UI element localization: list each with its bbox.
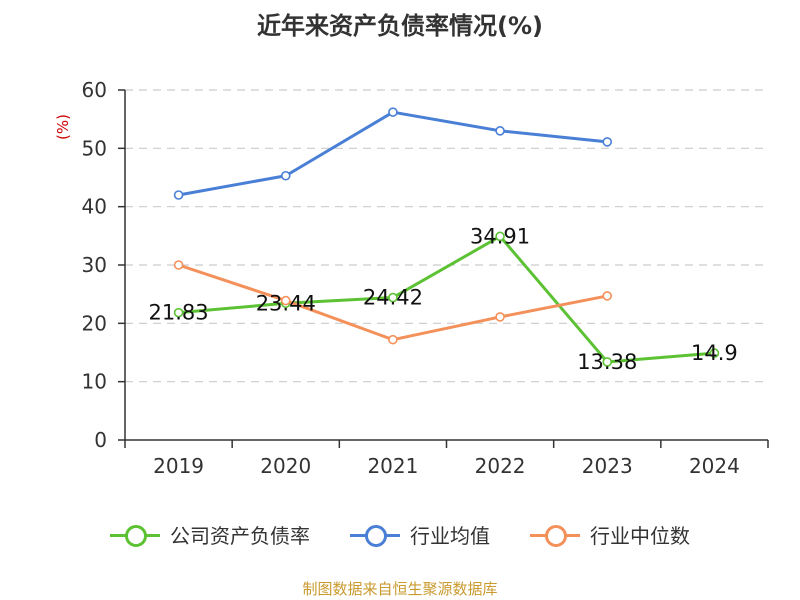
x-tick-label: 2023 xyxy=(582,454,633,478)
data-label: 24.42 xyxy=(363,286,423,310)
y-tick-label: 50 xyxy=(82,136,107,160)
label-layer: 21.83 23.44 24.42 34.91 13.38 14.9 xyxy=(149,224,738,374)
data-point xyxy=(388,292,398,303)
axis-layer: 0 10 20 30 40 50 60 2019 2020 2021 2022 2023 2024 (%) xyxy=(54,78,769,478)
legend-item[interactable]: 公司资产负债率 xyxy=(110,520,310,549)
legend-marker-icon xyxy=(350,524,400,547)
x-tick-label: 2019 xyxy=(153,454,204,478)
data-point xyxy=(388,334,398,345)
legend-label: 公司资产负债率 xyxy=(170,524,310,548)
y-tick-label: 10 xyxy=(82,370,107,394)
legend-marker-icon xyxy=(110,524,160,547)
data-point xyxy=(602,357,613,367)
legend-item[interactable]: 行业中位数 xyxy=(530,520,690,549)
data-label: 23.44 xyxy=(256,291,316,315)
x-tick-label: 2021 xyxy=(367,454,418,478)
data-label: 34.91 xyxy=(470,224,530,248)
legend: 公司资产负债率 行业均值 行业中位数 xyxy=(0,520,800,549)
series-line xyxy=(178,110,608,197)
series-line xyxy=(178,234,715,364)
y-tick-label: 60 xyxy=(82,78,107,102)
legend-marker-icon xyxy=(530,524,580,547)
legend-item[interactable]: 行业均值 xyxy=(350,520,490,549)
data-point xyxy=(388,107,398,117)
y-tick-label: 40 xyxy=(82,195,107,219)
data-point xyxy=(173,307,184,318)
chart-title: 近年来资产负债率情况(%) xyxy=(257,12,543,40)
legend-label: 行业均值 xyxy=(410,524,490,548)
data-point xyxy=(173,260,184,270)
x-tick-label: 2024 xyxy=(689,454,740,478)
legend-label: 行业中位数 xyxy=(590,524,690,548)
data-label: 21.83 xyxy=(149,301,209,325)
x-tick-label: 2022 xyxy=(475,454,526,478)
data-label: 14.9 xyxy=(691,341,738,365)
y-tick-label: 0 xyxy=(94,428,107,452)
data-point xyxy=(495,231,505,242)
series-layer xyxy=(173,107,720,367)
data-point xyxy=(495,126,505,136)
data-point xyxy=(280,295,291,306)
data-point xyxy=(495,312,505,322)
data-point xyxy=(709,348,720,358)
y-axis-label: (%) xyxy=(54,114,72,140)
data-point xyxy=(280,170,291,181)
data-point xyxy=(602,291,613,301)
y-tick-label: 30 xyxy=(82,253,107,277)
data-label: 13.38 xyxy=(577,350,637,374)
data-point xyxy=(173,190,184,200)
x-tick-label: 2020 xyxy=(260,454,311,478)
grid-layer xyxy=(125,89,768,383)
source-note: 制图数据来自恒生聚源数据库 xyxy=(302,580,498,598)
data-point xyxy=(602,137,613,147)
y-tick-label: 20 xyxy=(82,311,107,335)
